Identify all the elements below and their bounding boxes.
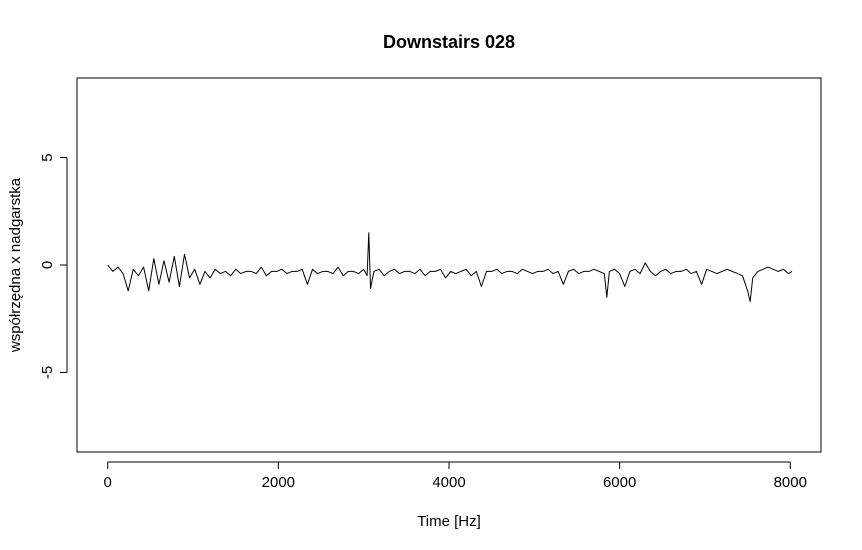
y-axis: -5 0 5 xyxy=(39,153,68,379)
x-tick-label: 2000 xyxy=(262,474,295,491)
series-layer xyxy=(107,232,793,302)
y-tick-label: -5 xyxy=(39,366,56,379)
y-axis-title: współrzędna x nadgarstka xyxy=(7,177,24,353)
y-tick-label: 0 xyxy=(39,261,56,269)
x-tick-label: 0 xyxy=(104,474,112,491)
x-axis-title: Time [Hz] xyxy=(417,513,481,530)
y-tick-label: 5 xyxy=(39,153,56,161)
plot-frame xyxy=(76,77,822,453)
series-line xyxy=(107,232,793,302)
chart-title: Downstairs 028 xyxy=(383,32,515,52)
x-tick-label: 6000 xyxy=(603,474,636,491)
x-tick-label: 4000 xyxy=(432,474,465,491)
x-tick-label: 8000 xyxy=(774,474,807,491)
x-axis: 0 2000 4000 6000 8000 xyxy=(104,461,807,491)
